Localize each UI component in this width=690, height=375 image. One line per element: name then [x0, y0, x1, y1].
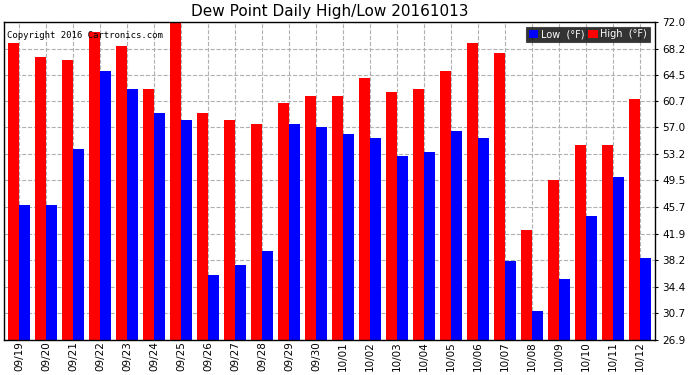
- Bar: [250, 124, 262, 340]
- Legend: Low  (°F), High  (°F): Low (°F), High (°F): [526, 27, 650, 42]
- Bar: [332, 96, 343, 340]
- Bar: [532, 310, 544, 340]
- Bar: [116, 46, 127, 340]
- Bar: [8, 43, 19, 340]
- Bar: [386, 92, 397, 340]
- Bar: [440, 71, 451, 340]
- Bar: [602, 145, 613, 340]
- Bar: [505, 261, 516, 340]
- Bar: [61, 60, 73, 340]
- Bar: [197, 113, 208, 340]
- Bar: [181, 120, 193, 340]
- Bar: [586, 216, 598, 340]
- Bar: [208, 275, 219, 340]
- Bar: [370, 138, 382, 340]
- Bar: [613, 177, 624, 340]
- Bar: [466, 43, 478, 340]
- Bar: [424, 152, 435, 340]
- Bar: [154, 113, 166, 340]
- Bar: [316, 128, 327, 340]
- Bar: [127, 88, 139, 340]
- Bar: [629, 99, 640, 340]
- Bar: [262, 251, 273, 340]
- Bar: [224, 120, 235, 340]
- Bar: [575, 145, 586, 340]
- Bar: [521, 230, 532, 340]
- Bar: [305, 96, 316, 340]
- Bar: [46, 205, 57, 340]
- Text: Copyright 2016 Cartronics.com: Copyright 2016 Cartronics.com: [8, 31, 164, 40]
- Bar: [100, 71, 111, 340]
- Bar: [397, 156, 408, 340]
- Bar: [277, 103, 289, 340]
- Bar: [235, 265, 246, 340]
- Bar: [559, 279, 571, 340]
- Bar: [73, 148, 84, 340]
- Bar: [640, 258, 651, 340]
- Bar: [170, 11, 181, 340]
- Bar: [143, 88, 154, 340]
- Bar: [19, 205, 30, 340]
- Bar: [359, 78, 370, 340]
- Bar: [289, 124, 300, 340]
- Bar: [89, 32, 100, 340]
- Bar: [478, 138, 489, 340]
- Bar: [451, 131, 462, 340]
- Bar: [34, 57, 46, 340]
- Bar: [548, 180, 559, 340]
- Bar: [413, 88, 424, 340]
- Bar: [343, 135, 355, 340]
- Bar: [494, 53, 505, 340]
- Title: Dew Point Daily High/Low 20161013: Dew Point Daily High/Low 20161013: [191, 4, 469, 19]
